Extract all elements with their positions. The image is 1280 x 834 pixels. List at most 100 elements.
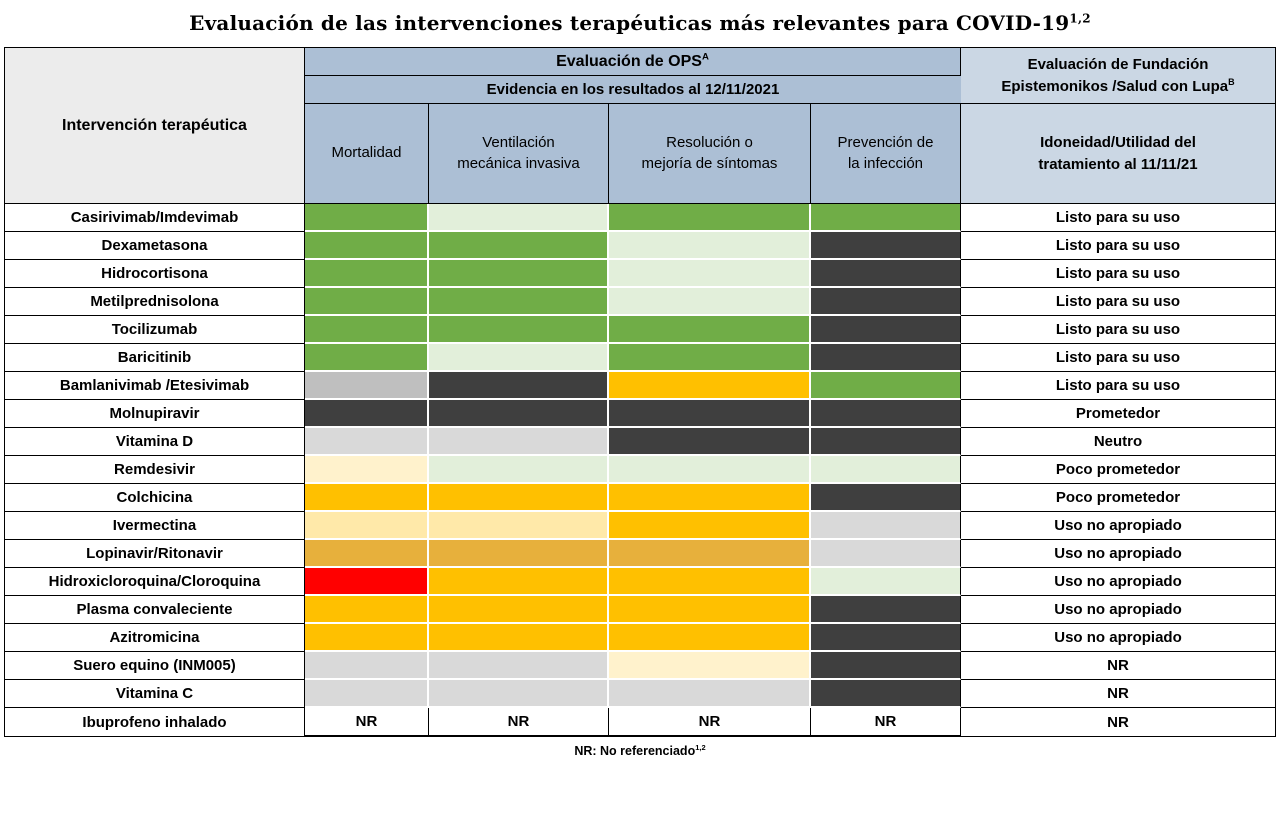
rating-cell-light_green	[608, 260, 811, 288]
rating-cell-green	[608, 316, 811, 344]
table-row: Azitromicina Uso no apropiado	[4, 624, 1275, 652]
verdict-cell: Listo para su uso	[961, 288, 1275, 316]
rating-cell-green	[304, 316, 429, 344]
header-row-ops: Intervención terapéutica Evaluación de O…	[4, 48, 1275, 204]
intervention-name: Lopinavir/Ritonavir	[4, 540, 305, 568]
rating-cell-orange	[608, 624, 811, 652]
rating-cell-light_gray	[428, 428, 609, 456]
rating-cell-light_green	[608, 232, 811, 260]
rating-cell-light_gray	[304, 428, 429, 456]
rating-cell-nr: NR	[304, 708, 429, 736]
rating-cell-green	[428, 232, 609, 260]
rating-cell-orange	[304, 484, 429, 512]
column-header-symptom-resolution: Resolución o mejoría de síntomas	[608, 104, 811, 204]
page-title: Evaluación de las intervenciones terapéu…	[0, 0, 1280, 47]
rating-cell-light_gray	[428, 652, 609, 680]
rating-cell-green	[608, 204, 811, 232]
rating-cell-amber	[608, 540, 811, 568]
column-header-ventilation: Ventilación mecánica invasiva	[428, 104, 609, 204]
intervention-name: Dexametasona	[4, 232, 305, 260]
verdict-cell: Uso no apropiado	[961, 596, 1275, 624]
table-row: Lopinavir/Ritonavir Uso no apropiado	[4, 540, 1275, 568]
verdict-cell: NR	[961, 680, 1275, 708]
rating-cell-light_gray	[608, 680, 811, 708]
intervention-name: Suero equino (INM005)	[4, 652, 305, 680]
verdict-cell: Listo para su uso	[961, 232, 1275, 260]
rating-cell-nr: NR	[608, 708, 811, 736]
table-row: Remdesivir Poco prometedor	[4, 456, 1275, 484]
column-header-mortality: Mortalidad	[304, 104, 429, 204]
rating-cell-light_green	[428, 344, 609, 372]
rating-cell-green	[428, 260, 609, 288]
ops-superscript: A	[701, 51, 709, 63]
verdict-cell: Prometedor	[961, 400, 1275, 428]
verdict-cell: Uso no apropiado	[961, 624, 1275, 652]
rating-cell-green	[304, 288, 429, 316]
rating-cell-orange	[304, 624, 429, 652]
footnote-superscript: 1,2	[695, 742, 706, 752]
header-row-outcomes: Mortalidad Ventilación mecánica invasiva…	[5, 104, 1275, 204]
rating-cell-dark_gray	[428, 372, 609, 400]
verdict-cell: Uso no apropiado	[961, 568, 1275, 596]
rating-cell-gray	[304, 372, 429, 400]
intervention-name: Vitamina C	[4, 680, 305, 708]
rating-cell-orange	[428, 484, 609, 512]
table-row: Molnupiravir Prometedor	[4, 400, 1275, 428]
rating-cell-green	[304, 204, 429, 232]
column-header-evidence: Evidencia en los resultados al 12/11/202…	[304, 76, 961, 104]
rating-cell-cream	[304, 456, 429, 484]
table-row: Hidrocortisona Listo para su uso	[4, 260, 1275, 288]
rating-cell-orange	[428, 568, 609, 596]
verdict-cell: Neutro	[961, 428, 1275, 456]
ops-label: Evaluación de OPS	[556, 52, 702, 70]
table-row: Ivermectina Uso no apropiado	[4, 512, 1275, 540]
intervention-name: Baricitinib	[4, 344, 305, 372]
column-header-epistemonikos: Evaluación de Fundación Epistemonikos /S…	[961, 48, 1275, 104]
rating-cell-dark_gray	[810, 400, 961, 428]
rating-cell-orange	[304, 596, 429, 624]
epistemonikos-superscript: B	[1228, 76, 1235, 87]
rating-cell-orange	[608, 568, 811, 596]
rating-cell-dark_gray	[810, 652, 961, 680]
rating-cell-nr: NR	[810, 708, 961, 736]
rating-cell-dark_gray	[810, 596, 961, 624]
rating-cell-green	[304, 232, 429, 260]
rating-cell-dark_gray	[810, 316, 961, 344]
intervention-name: Tocilizumab	[4, 316, 305, 344]
infographic-page: Evaluación de las intervenciones terapéu…	[0, 0, 1280, 758]
rating-cell-green	[608, 344, 811, 372]
rating-cell-amber	[428, 540, 609, 568]
rating-cell-dark_gray	[810, 260, 961, 288]
rating-cell-green	[428, 316, 609, 344]
rating-cell-light_gray	[810, 540, 961, 568]
table-row: Bamlanivimab /Etesivimab Listo para su us…	[4, 372, 1275, 400]
rating-cell-light_gray	[428, 680, 609, 708]
epistemonikos-label: Evaluación de Fundación Epistemonikos /S…	[1001, 55, 1229, 95]
rating-cell-light_gray	[304, 680, 429, 708]
rating-cell-green	[810, 204, 961, 232]
rating-cell-light_gray	[810, 512, 961, 540]
rating-cell-light_green	[608, 456, 811, 484]
intervention-name: Ivermectina	[4, 512, 305, 540]
verdict-cell: NR	[961, 652, 1275, 680]
rating-cell-dark_gray	[810, 484, 961, 512]
rating-cell-dark_gray	[304, 400, 429, 428]
rating-cell-amber	[304, 540, 429, 568]
rating-cell-dark_gray	[810, 344, 961, 372]
rating-cell-dark_gray	[810, 288, 961, 316]
rating-cell-green	[304, 260, 429, 288]
rating-cell-light_green	[810, 568, 961, 596]
table-row: Metilprednisolona Listo para su uso	[4, 288, 1275, 316]
rating-cell-dark_gray	[608, 428, 811, 456]
verdict-cell: Poco prometedor	[961, 484, 1275, 512]
verdict-cell: Poco prometedor	[961, 456, 1275, 484]
rating-cell-light_green	[428, 456, 609, 484]
table-row: Vitamina C NR	[4, 680, 1275, 708]
rating-cell-green	[810, 372, 961, 400]
verdict-cell: NR	[961, 708, 1275, 736]
intervention-name: Colchicina	[4, 484, 305, 512]
table-row: Tocilizumab Listo para su uso	[4, 316, 1275, 344]
rating-cell-orange	[608, 596, 811, 624]
verdict-cell: Uso no apropiado	[961, 512, 1275, 540]
table-row: Baricitinib Listo para su uso	[4, 344, 1275, 372]
